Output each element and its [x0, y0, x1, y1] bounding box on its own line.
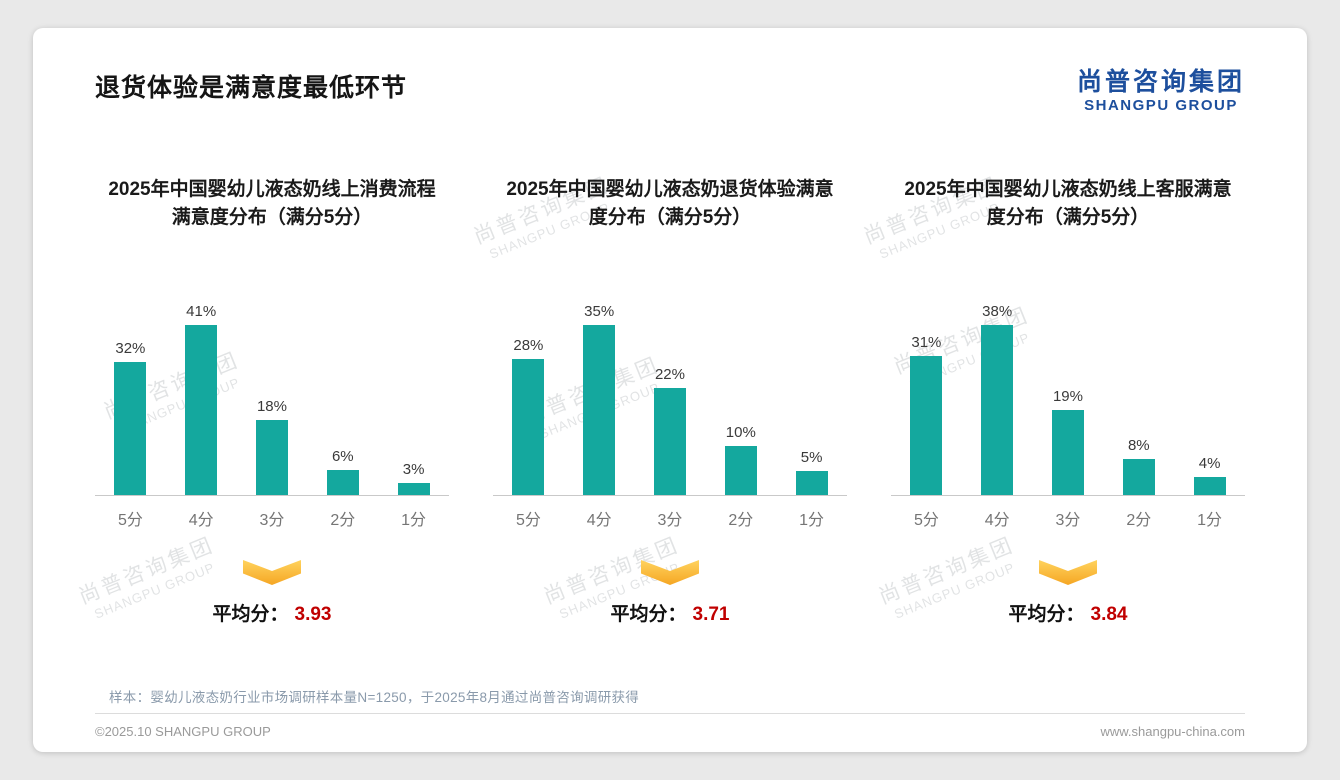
bar — [255, 420, 288, 495]
bar-value-label: 18% — [256, 398, 287, 415]
bar-value-label: 4% — [1198, 455, 1221, 472]
bar-column: 28% — [493, 337, 564, 495]
axis-category-label: 1分 — [1197, 512, 1223, 529]
axis-category-label: 5分 — [913, 512, 939, 529]
bar — [724, 446, 757, 495]
down-arrow-icon — [641, 560, 699, 585]
bar-column: 4% — [1174, 455, 1245, 495]
axis-category-label: 5分 — [117, 512, 143, 529]
bar-column: 32% — [95, 340, 166, 495]
bar-value-label: 8% — [1127, 437, 1150, 454]
bar — [185, 325, 218, 495]
copyright-text: ©2025.10 SHANGPU GROUP — [95, 724, 271, 739]
bar — [397, 483, 430, 495]
average-label: 平均分： — [212, 604, 289, 625]
slide-card: 尚普咨询集团 SHANGPU GROUP 尚普咨询集团 SHANGPU GROUP … — [33, 28, 1307, 752]
bar — [326, 470, 359, 495]
bar-column: 41% — [166, 303, 237, 495]
down-arrow-icon — [1039, 560, 1097, 585]
bar-value-label: 41% — [186, 303, 217, 320]
average-score: 平均分： 3.84 — [869, 599, 1267, 626]
bar-value-label: 3% — [402, 461, 425, 478]
average-value: 3.93 — [294, 604, 332, 625]
bar — [795, 471, 828, 495]
axis-category-row: 5分 4分 3分 2分 1分 — [891, 496, 1245, 530]
bar-column: 18% — [237, 398, 308, 495]
average-value: 3.71 — [692, 604, 730, 625]
bar-value-label: 32% — [115, 340, 146, 357]
bar-value-label: 19% — [1052, 388, 1083, 405]
bar — [1051, 410, 1084, 495]
axis-category-label: 2分 — [330, 512, 356, 529]
average-score: 平均分： 3.71 — [471, 599, 869, 626]
chart-title: 2025年中国婴幼儿液态奶线上消费流程满意度分布（满分5分） — [108, 179, 436, 228]
company-logo: 尚普咨询集团 SHANGPU GROUP — [1077, 68, 1245, 114]
bar-column: 8% — [1103, 437, 1174, 495]
bar-value-label: 5% — [800, 449, 823, 466]
bar — [1122, 459, 1155, 495]
axis-category-label: 4分 — [188, 512, 214, 529]
bar-column: 35% — [564, 303, 635, 495]
bar-column: 5% — [776, 449, 847, 495]
bar — [981, 325, 1014, 495]
down-arrow-icon — [243, 560, 301, 585]
footer-bar: ©2025.10 SHANGPU GROUP www.shangpu-china… — [95, 724, 1245, 739]
axis-category-label: 1分 — [799, 512, 825, 529]
bar-value-label: 22% — [654, 366, 685, 383]
axis-category-label: 2分 — [728, 512, 754, 529]
average-label: 平均分： — [610, 604, 687, 625]
chart-online-service: 2025年中国婴幼儿液态奶线上客服满意度分布（满分5分） 31% 38% 19% 8%… — [869, 176, 1267, 626]
bar — [910, 356, 943, 495]
website-text: www.shangpu-china.com — [1100, 724, 1245, 739]
chart-title: 2025年中国婴幼儿液态奶退货体验满意度分布（满分5分） — [506, 179, 834, 228]
bar — [512, 359, 545, 495]
average-score: 平均分： 3.93 — [73, 599, 471, 626]
axis-category-label: 3分 — [1055, 512, 1081, 529]
bar-column: 3% — [378, 461, 449, 495]
header: 退货体验是满意度最低环节 尚普咨询集团 SHANGPU GROUP — [95, 68, 1245, 114]
bar-chart: 28% 35% 22% 10% 5% — [493, 284, 847, 496]
bar-value-label: 38% — [982, 303, 1013, 320]
page-title: 退货体验是满意度最低环节 — [95, 74, 408, 102]
average-label: 平均分： — [1008, 604, 1085, 625]
axis-category-label: 5分 — [515, 512, 541, 529]
axis-category-label: 2分 — [1126, 512, 1152, 529]
bar-value-label: 6% — [331, 448, 354, 465]
axis-category-label: 4分 — [984, 512, 1010, 529]
bar — [653, 388, 686, 495]
axis-category-row: 5分 4分 3分 2分 1分 — [493, 496, 847, 530]
bar-column: 22% — [635, 366, 706, 495]
axis-category-row: 5分 4分 3分 2分 1分 — [95, 496, 449, 530]
bar — [114, 362, 147, 495]
charts-row: 2025年中国婴幼儿液态奶线上消费流程满意度分布（满分5分） 32% 41% 18%… — [73, 176, 1267, 626]
bar-value-label: 31% — [911, 334, 942, 351]
axis-category-label: 3分 — [657, 512, 683, 529]
chart-return-experience: 2025年中国婴幼儿液态奶退货体验满意度分布（满分5分） 28% 35% 22% 10… — [471, 176, 869, 626]
axis-category-label: 3分 — [259, 512, 285, 529]
bar-column: 31% — [891, 334, 962, 495]
bar-value-label: 28% — [513, 337, 544, 354]
bar-column: 6% — [307, 448, 378, 495]
bar — [583, 325, 616, 495]
company-logo-en: SHANGPU GROUP — [1084, 96, 1238, 114]
average-value: 3.84 — [1090, 604, 1128, 625]
bar-chart: 31% 38% 19% 8% 4% — [891, 284, 1245, 496]
bar-column: 38% — [962, 303, 1033, 495]
bar-value-label: 10% — [725, 424, 756, 441]
axis-category-label: 1分 — [401, 512, 427, 529]
bar-column: 10% — [705, 424, 776, 495]
chart-online-consumption: 2025年中国婴幼儿液态奶线上消费流程满意度分布（满分5分） 32% 41% 18%… — [73, 176, 471, 626]
bar-value-label: 35% — [584, 303, 615, 320]
bar — [1193, 477, 1226, 495]
company-logo-cn: 尚普咨询集团 — [1076, 68, 1245, 96]
bar-chart: 32% 41% 18% 6% 3% — [95, 284, 449, 496]
bar-column: 19% — [1033, 388, 1104, 495]
axis-category-label: 4分 — [586, 512, 612, 529]
chart-title: 2025年中国婴幼儿液态奶线上客服满意度分布（满分5分） — [904, 179, 1232, 228]
sample-note: 样本：婴幼儿液态奶行业市场调研样本量N=1250，于2025年8月通过尚普咨询调… — [109, 690, 640, 705]
footer-divider — [95, 713, 1245, 714]
